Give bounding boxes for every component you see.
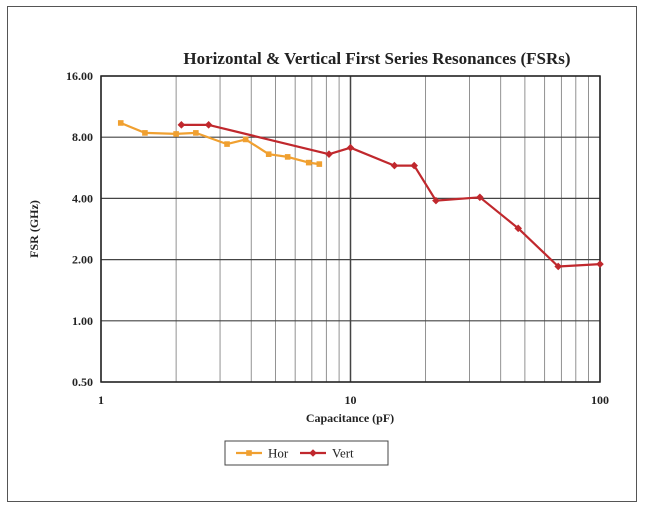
data-point-vert [514, 224, 522, 233]
data-point-vert [346, 143, 355, 152]
series-line-vert [181, 123, 601, 268]
series-vert [177, 121, 604, 271]
series [117, 120, 604, 271]
y-tick-label: 1.00 [72, 314, 93, 328]
data-point-hor [284, 154, 291, 160]
y-tick-label: 16.00 [66, 69, 93, 83]
data-point-vert [390, 161, 399, 170]
legend-marker [309, 449, 317, 457]
y-tick-label: 8.00 [72, 130, 93, 144]
legend-item-hor: Hor [236, 446, 289, 461]
data-point-hor [117, 120, 124, 126]
x-axis-label: Capacitance (pF) [306, 411, 394, 425]
data-point-vert [325, 150, 333, 158]
x-tick-label: 10 [345, 393, 357, 407]
series-line-hor [120, 121, 320, 166]
data-point-hor [224, 141, 230, 147]
chart-title: Horizontal & Vertical First Series Reson… [183, 49, 570, 68]
y-tick-label: 0.50 [72, 375, 93, 389]
data-point-hor [193, 130, 199, 136]
data-point-hor [142, 130, 148, 136]
y-axis-label: FSR (GHz) [27, 200, 41, 258]
data-point-hor [316, 161, 323, 167]
data-point-vert [476, 193, 484, 202]
legend-label: Hor [268, 446, 289, 461]
legend-label: Vert [332, 446, 354, 461]
data-point-vert [432, 196, 440, 205]
legend-item-vert: Vert [300, 446, 354, 461]
x-tick-label: 1 [98, 393, 104, 407]
data-point-hor [173, 131, 179, 137]
y-tick-label: 2.00 [72, 253, 93, 267]
data-point-vert [554, 262, 563, 271]
data-point-vert [204, 121, 213, 129]
series-hor [117, 120, 323, 167]
data-point-hor [242, 136, 249, 143]
data-point-vert [410, 161, 418, 170]
x-tick-label: 100 [591, 393, 609, 407]
data-point-vert [596, 260, 604, 268]
y-tick-label: 4.00 [72, 191, 93, 205]
plot-border [100, 75, 601, 383]
tick-labels: 0.50 1.00 2.00 4.00 8.00 16.00 1 10 100 [66, 69, 609, 407]
data-point-hor [305, 159, 312, 166]
legend-marker [246, 450, 252, 456]
grid [100, 75, 601, 383]
data-point-hor [265, 151, 272, 157]
chart-frame [7, 6, 637, 502]
legend: Hor Vert [224, 440, 389, 466]
data-point-vert [177, 121, 186, 129]
